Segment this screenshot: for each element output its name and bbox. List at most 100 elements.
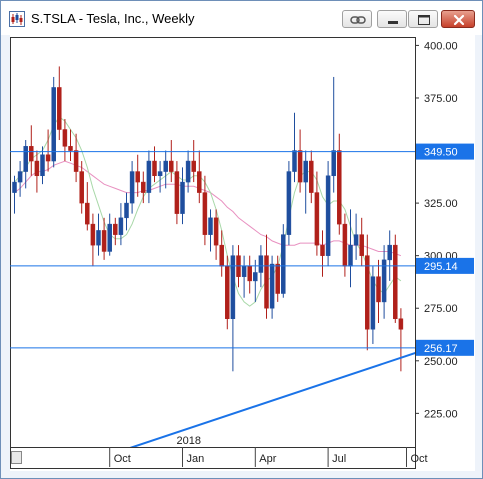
candle-body bbox=[303, 160, 308, 183]
level-label: 256.17 bbox=[424, 343, 458, 355]
candle-body bbox=[225, 265, 230, 319]
candle-body bbox=[57, 87, 62, 130]
candle-body bbox=[387, 244, 392, 261]
candle-body bbox=[169, 160, 174, 172]
candle-body bbox=[129, 171, 135, 204]
candle-body bbox=[331, 150, 336, 177]
candle-body bbox=[185, 160, 191, 183]
candle-body bbox=[281, 234, 286, 294]
candle-body bbox=[51, 87, 56, 162]
x-tick-label: Jul bbox=[332, 453, 346, 465]
candle-body bbox=[90, 223, 96, 246]
candle-body bbox=[174, 171, 180, 214]
candle-body bbox=[29, 146, 34, 162]
candle-body bbox=[124, 202, 129, 219]
candle-body bbox=[197, 171, 202, 193]
candle-body bbox=[376, 276, 381, 303]
minimize-icon bbox=[388, 21, 398, 24]
candle-body bbox=[314, 192, 320, 246]
candle-body bbox=[213, 217, 219, 246]
y-tick-label: 275.00 bbox=[424, 303, 458, 315]
candle-body bbox=[96, 230, 101, 246]
plot-frame bbox=[10, 37, 416, 448]
maximize-button[interactable] bbox=[408, 10, 438, 28]
candle-body bbox=[73, 150, 79, 172]
minimize-button[interactable] bbox=[377, 10, 407, 28]
candle-body bbox=[258, 255, 264, 273]
candle-body bbox=[275, 263, 280, 294]
moving-average-slow-line bbox=[14, 160, 402, 257]
candle-body bbox=[393, 244, 398, 319]
candle-body bbox=[113, 223, 118, 235]
x-tick-label: Oct bbox=[411, 453, 428, 465]
candle-body bbox=[253, 272, 258, 282]
candle-body bbox=[23, 146, 28, 172]
candle-body bbox=[146, 160, 152, 193]
candle-body bbox=[107, 223, 112, 252]
candle-body bbox=[292, 150, 297, 172]
x-tick-label: Oct bbox=[114, 453, 131, 465]
y-tick-label: 325.00 bbox=[424, 198, 458, 210]
candle-body bbox=[45, 154, 51, 162]
y-tick-label: 375.00 bbox=[424, 93, 458, 105]
candle-body bbox=[353, 234, 359, 246]
candle-body bbox=[101, 230, 107, 252]
close-icon bbox=[453, 14, 465, 26]
candle-body bbox=[208, 217, 213, 235]
candle-body bbox=[79, 171, 84, 204]
candle-body bbox=[269, 263, 275, 309]
candle-body bbox=[135, 171, 140, 183]
candle-body bbox=[370, 276, 376, 330]
candle-body bbox=[264, 255, 269, 309]
candle-body bbox=[163, 160, 168, 172]
candle-body bbox=[157, 171, 163, 177]
candle-body bbox=[247, 265, 252, 282]
candle-body bbox=[309, 160, 314, 193]
chart-svg[interactable]: 400.00375.00350.00325.00300.00275.00250.… bbox=[10, 35, 475, 471]
candle-body bbox=[337, 150, 342, 225]
y-tick-label: 250.00 bbox=[424, 356, 458, 368]
candle-body bbox=[34, 160, 40, 177]
candle-body bbox=[241, 265, 247, 277]
title-bar[interactable]: S.TSLA - Tesla, Inc., Weekly bbox=[1, 1, 482, 35]
trendline[interactable] bbox=[76, 350, 423, 466]
link-button[interactable] bbox=[342, 10, 372, 28]
candle-body bbox=[365, 255, 370, 330]
candle-body bbox=[297, 150, 303, 183]
x-axis-strip bbox=[10, 447, 416, 469]
candle-body bbox=[62, 129, 68, 147]
candle-body bbox=[152, 160, 157, 177]
candle-body bbox=[17, 171, 23, 183]
candle-body bbox=[40, 154, 45, 177]
candle-body bbox=[342, 223, 348, 267]
x-tick-label: Apr bbox=[259, 453, 276, 465]
candle-body bbox=[12, 181, 17, 193]
close-button[interactable] bbox=[441, 10, 475, 28]
candle-body bbox=[230, 255, 236, 319]
candle-body bbox=[202, 192, 208, 235]
level-label-bg bbox=[416, 143, 474, 160]
year-label: 2018 bbox=[177, 435, 201, 447]
y-tick-label: 400.00 bbox=[424, 40, 458, 52]
candle-body bbox=[359, 234, 364, 256]
price-chart[interactable]: 400.00375.00350.00325.00300.00275.00250.… bbox=[10, 35, 475, 471]
candle-body bbox=[348, 244, 353, 267]
chart-app-icon bbox=[9, 11, 25, 27]
window-title: S.TSLA - Tesla, Inc., Weekly bbox=[31, 11, 195, 26]
link-icon bbox=[350, 16, 366, 24]
candle-body bbox=[180, 181, 185, 214]
candle-body bbox=[398, 318, 404, 330]
candle-body bbox=[118, 217, 124, 235]
candle-body bbox=[85, 202, 90, 225]
moving-average-fast-line bbox=[14, 116, 402, 307]
scroll-handle[interactable] bbox=[11, 451, 22, 464]
candle-body bbox=[286, 171, 292, 235]
level-label-bg bbox=[416, 257, 474, 274]
maximize-icon bbox=[418, 15, 430, 25]
candle-body bbox=[320, 244, 325, 256]
candle-body bbox=[325, 175, 331, 256]
candle-body bbox=[219, 244, 224, 267]
candle-body bbox=[191, 160, 196, 172]
y-tick-label: 225.00 bbox=[424, 408, 458, 420]
